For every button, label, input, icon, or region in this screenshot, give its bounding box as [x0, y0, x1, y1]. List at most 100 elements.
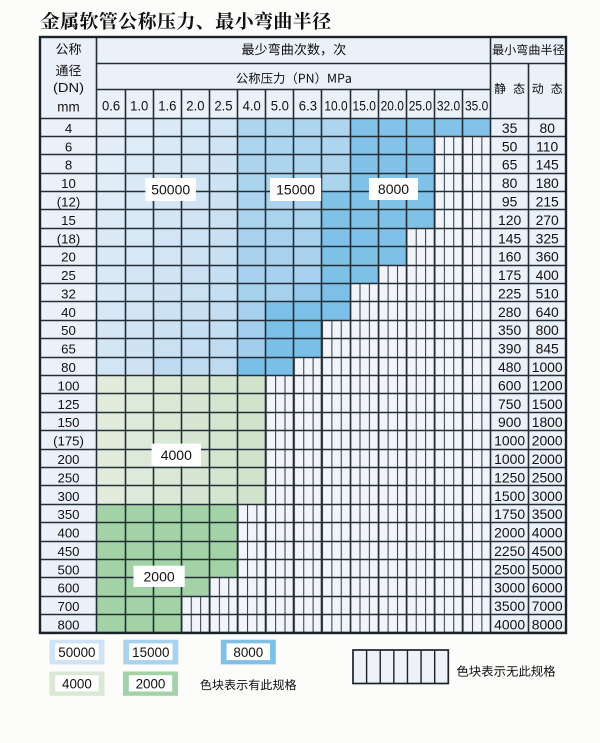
svg-text:15000: 15000 [132, 645, 169, 660]
svg-text:7000: 7000 [532, 598, 563, 614]
svg-text:1000: 1000 [494, 433, 525, 449]
svg-text:700: 700 [57, 599, 79, 614]
svg-text:5000: 5000 [532, 561, 563, 577]
svg-text:350: 350 [57, 507, 79, 522]
svg-text:8000: 8000 [233, 645, 263, 660]
svg-text:1500: 1500 [532, 396, 563, 412]
svg-text:4000: 4000 [161, 447, 192, 463]
svg-text:4000: 4000 [62, 677, 92, 692]
svg-text:25: 25 [61, 268, 76, 283]
svg-text:225: 225 [498, 285, 521, 301]
svg-text:145: 145 [498, 230, 521, 246]
svg-text:200: 200 [57, 452, 79, 467]
svg-text:4: 4 [65, 121, 72, 136]
svg-text:(175): (175) [53, 434, 84, 449]
svg-text:65: 65 [61, 342, 76, 357]
svg-text:(DN): (DN) [53, 81, 84, 95]
svg-text:3500: 3500 [494, 598, 525, 614]
svg-text:2500: 2500 [494, 561, 525, 577]
svg-text:15000: 15000 [276, 182, 315, 198]
svg-text:350: 350 [498, 322, 521, 338]
svg-text:3000: 3000 [494, 580, 525, 596]
svg-text:480: 480 [498, 359, 521, 375]
svg-text:2250: 2250 [494, 543, 525, 559]
svg-text:160: 160 [498, 249, 521, 265]
svg-text:900: 900 [498, 414, 521, 430]
svg-text:40: 40 [61, 305, 76, 320]
svg-text:(12): (12) [57, 195, 80, 210]
svg-text:145: 145 [536, 157, 559, 173]
svg-text:640: 640 [536, 304, 559, 320]
svg-text:1800: 1800 [532, 414, 563, 430]
svg-text:300: 300 [57, 489, 79, 504]
svg-text:80: 80 [61, 360, 76, 375]
svg-text:(18): (18) [57, 231, 80, 246]
svg-text:6: 6 [65, 139, 72, 154]
svg-text:400: 400 [536, 267, 559, 283]
svg-text:4500: 4500 [532, 543, 563, 559]
svg-text:8000: 8000 [378, 181, 409, 197]
svg-text:1750: 1750 [494, 506, 525, 522]
svg-text:750: 750 [498, 396, 521, 412]
svg-text:250: 250 [57, 470, 79, 485]
svg-text:15: 15 [61, 213, 76, 228]
svg-text:10: 10 [61, 176, 76, 191]
svg-text:8000: 8000 [532, 617, 563, 633]
svg-text:2000: 2000 [532, 451, 563, 467]
svg-text:600: 600 [57, 581, 79, 596]
svg-text:360: 360 [536, 249, 559, 265]
svg-text:3000: 3000 [532, 488, 563, 504]
svg-text:400: 400 [57, 526, 79, 541]
svg-text:1000: 1000 [532, 359, 563, 375]
svg-text:390: 390 [498, 341, 521, 357]
svg-text:35.0: 35.0 [465, 99, 489, 114]
svg-text:180: 180 [536, 175, 559, 191]
svg-text:50000: 50000 [151, 182, 190, 198]
svg-text:510: 510 [536, 285, 559, 301]
svg-text:800: 800 [536, 322, 559, 338]
svg-text:4.0: 4.0 [243, 99, 262, 114]
svg-text:2000: 2000 [494, 525, 525, 541]
svg-text:150: 150 [57, 415, 79, 430]
svg-text:35: 35 [502, 120, 518, 136]
svg-text:100: 100 [57, 378, 79, 393]
svg-text:80: 80 [502, 175, 518, 191]
svg-text:215: 215 [536, 194, 559, 210]
svg-text:2000: 2000 [136, 677, 166, 692]
svg-text:845: 845 [536, 341, 559, 357]
svg-text:80: 80 [539, 120, 555, 136]
svg-text:600: 600 [498, 377, 521, 393]
svg-text:120: 120 [498, 212, 521, 228]
svg-text:2500: 2500 [532, 469, 563, 485]
svg-text:3500: 3500 [532, 506, 563, 522]
svg-text:95: 95 [502, 194, 518, 210]
svg-text:2.5: 2.5 [214, 99, 233, 114]
svg-text:1500: 1500 [494, 488, 525, 504]
svg-text:8: 8 [65, 158, 72, 173]
svg-text:1.6: 1.6 [158, 99, 177, 114]
svg-text:50000: 50000 [58, 645, 95, 660]
svg-text:25.0: 25.0 [409, 99, 433, 114]
svg-text:50: 50 [61, 323, 76, 338]
svg-text:32.0: 32.0 [437, 99, 461, 114]
svg-text:4000: 4000 [532, 525, 563, 541]
svg-text:450: 450 [57, 544, 79, 559]
svg-text:65: 65 [502, 157, 518, 173]
svg-text:6.3: 6.3 [299, 99, 318, 114]
svg-text:2000: 2000 [532, 433, 563, 449]
svg-text:110: 110 [536, 138, 558, 154]
svg-text:280: 280 [498, 304, 521, 320]
svg-text:5.0: 5.0 [271, 99, 290, 114]
svg-text:4000: 4000 [494, 617, 525, 633]
svg-text:6000: 6000 [532, 580, 563, 596]
svg-text:32: 32 [61, 286, 76, 301]
svg-text:20: 20 [61, 250, 76, 265]
svg-text:10.0: 10.0 [324, 99, 348, 114]
svg-text:15.0: 15.0 [353, 99, 377, 114]
svg-text:270: 270 [536, 212, 559, 228]
svg-text:mm: mm [57, 99, 79, 114]
svg-text:500: 500 [57, 562, 79, 577]
svg-text:1000: 1000 [494, 451, 525, 467]
svg-text:2.0: 2.0 [186, 99, 205, 114]
svg-text:2000: 2000 [144, 569, 175, 585]
